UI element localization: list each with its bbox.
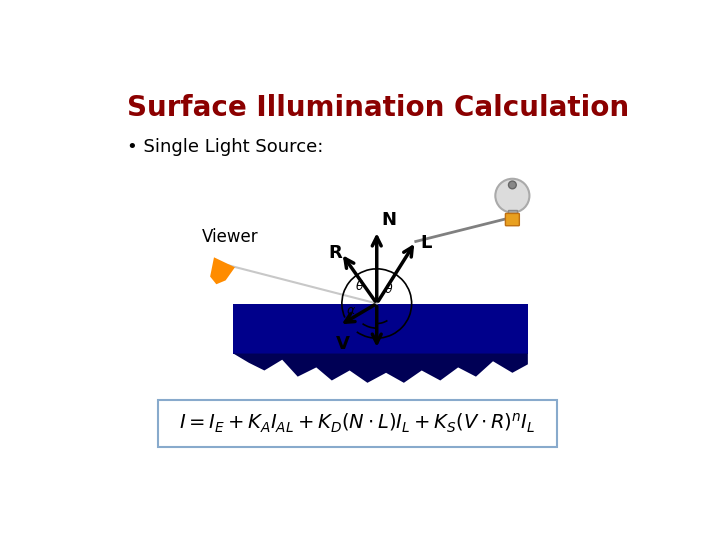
Circle shape [495, 179, 529, 213]
FancyBboxPatch shape [505, 213, 519, 226]
Text: $\theta$: $\theta$ [355, 279, 364, 293]
Text: L: L [420, 234, 432, 252]
Polygon shape [210, 257, 235, 284]
FancyBboxPatch shape [158, 400, 557, 448]
Text: V: V [336, 335, 350, 353]
Text: $\theta$: $\theta$ [384, 282, 394, 296]
FancyBboxPatch shape [508, 210, 517, 215]
Text: Viewer: Viewer [202, 228, 259, 246]
Text: • Single Light Source:: • Single Light Source: [127, 138, 323, 156]
Polygon shape [233, 303, 528, 354]
Circle shape [508, 181, 516, 189]
Polygon shape [233, 354, 528, 383]
Text: $\alpha$: $\alpha$ [346, 304, 356, 318]
Text: $I = I_E + K_A I_{AL} + K_D (N \cdot L) I_L + K_S (V \cdot R)^n I_L$: $I = I_E + K_A I_{AL} + K_D (N \cdot L) … [179, 412, 536, 435]
Text: R: R [329, 244, 343, 262]
Text: Surface Illumination Calculation: Surface Illumination Calculation [127, 94, 629, 122]
Text: N: N [382, 211, 397, 229]
